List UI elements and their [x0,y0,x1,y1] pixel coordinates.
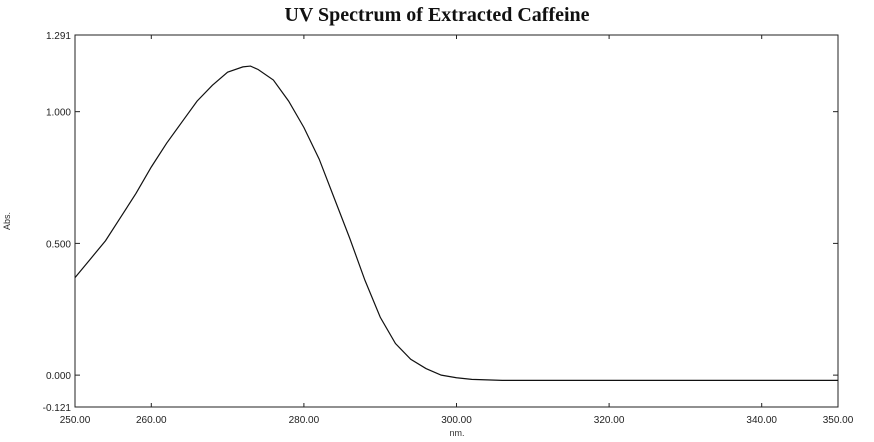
x-tick-label: 320.00 [594,415,625,426]
chart-title: UV Spectrum of Extracted Caffeine [284,4,590,26]
y-tick-label: 0.500 [46,239,71,250]
ticks-group: 250.00 260.00 280.00 300.00 320.00 340.00 350.… [43,31,854,426]
series-line [74,65,838,381]
x-tick-label: 280.00 [289,415,320,426]
x-tick-label: 340.00 [746,415,777,426]
x-tick-label: 300.00 [441,415,472,426]
y-axis-label: Abs. [2,212,12,230]
y-tick-label: 1.291 [46,31,71,42]
plot-frame [74,34,839,408]
x-tick-label: 350.00 [823,415,854,426]
x-axis-label: nm. [449,428,464,438]
x-tick-label: 260.00 [136,415,167,426]
x-tick-label: 250.00 [60,415,91,426]
y-tick-label: 1.000 [46,108,71,119]
y-tick-label: -0.121 [43,403,72,414]
y-tick-label: 0.000 [46,371,71,382]
